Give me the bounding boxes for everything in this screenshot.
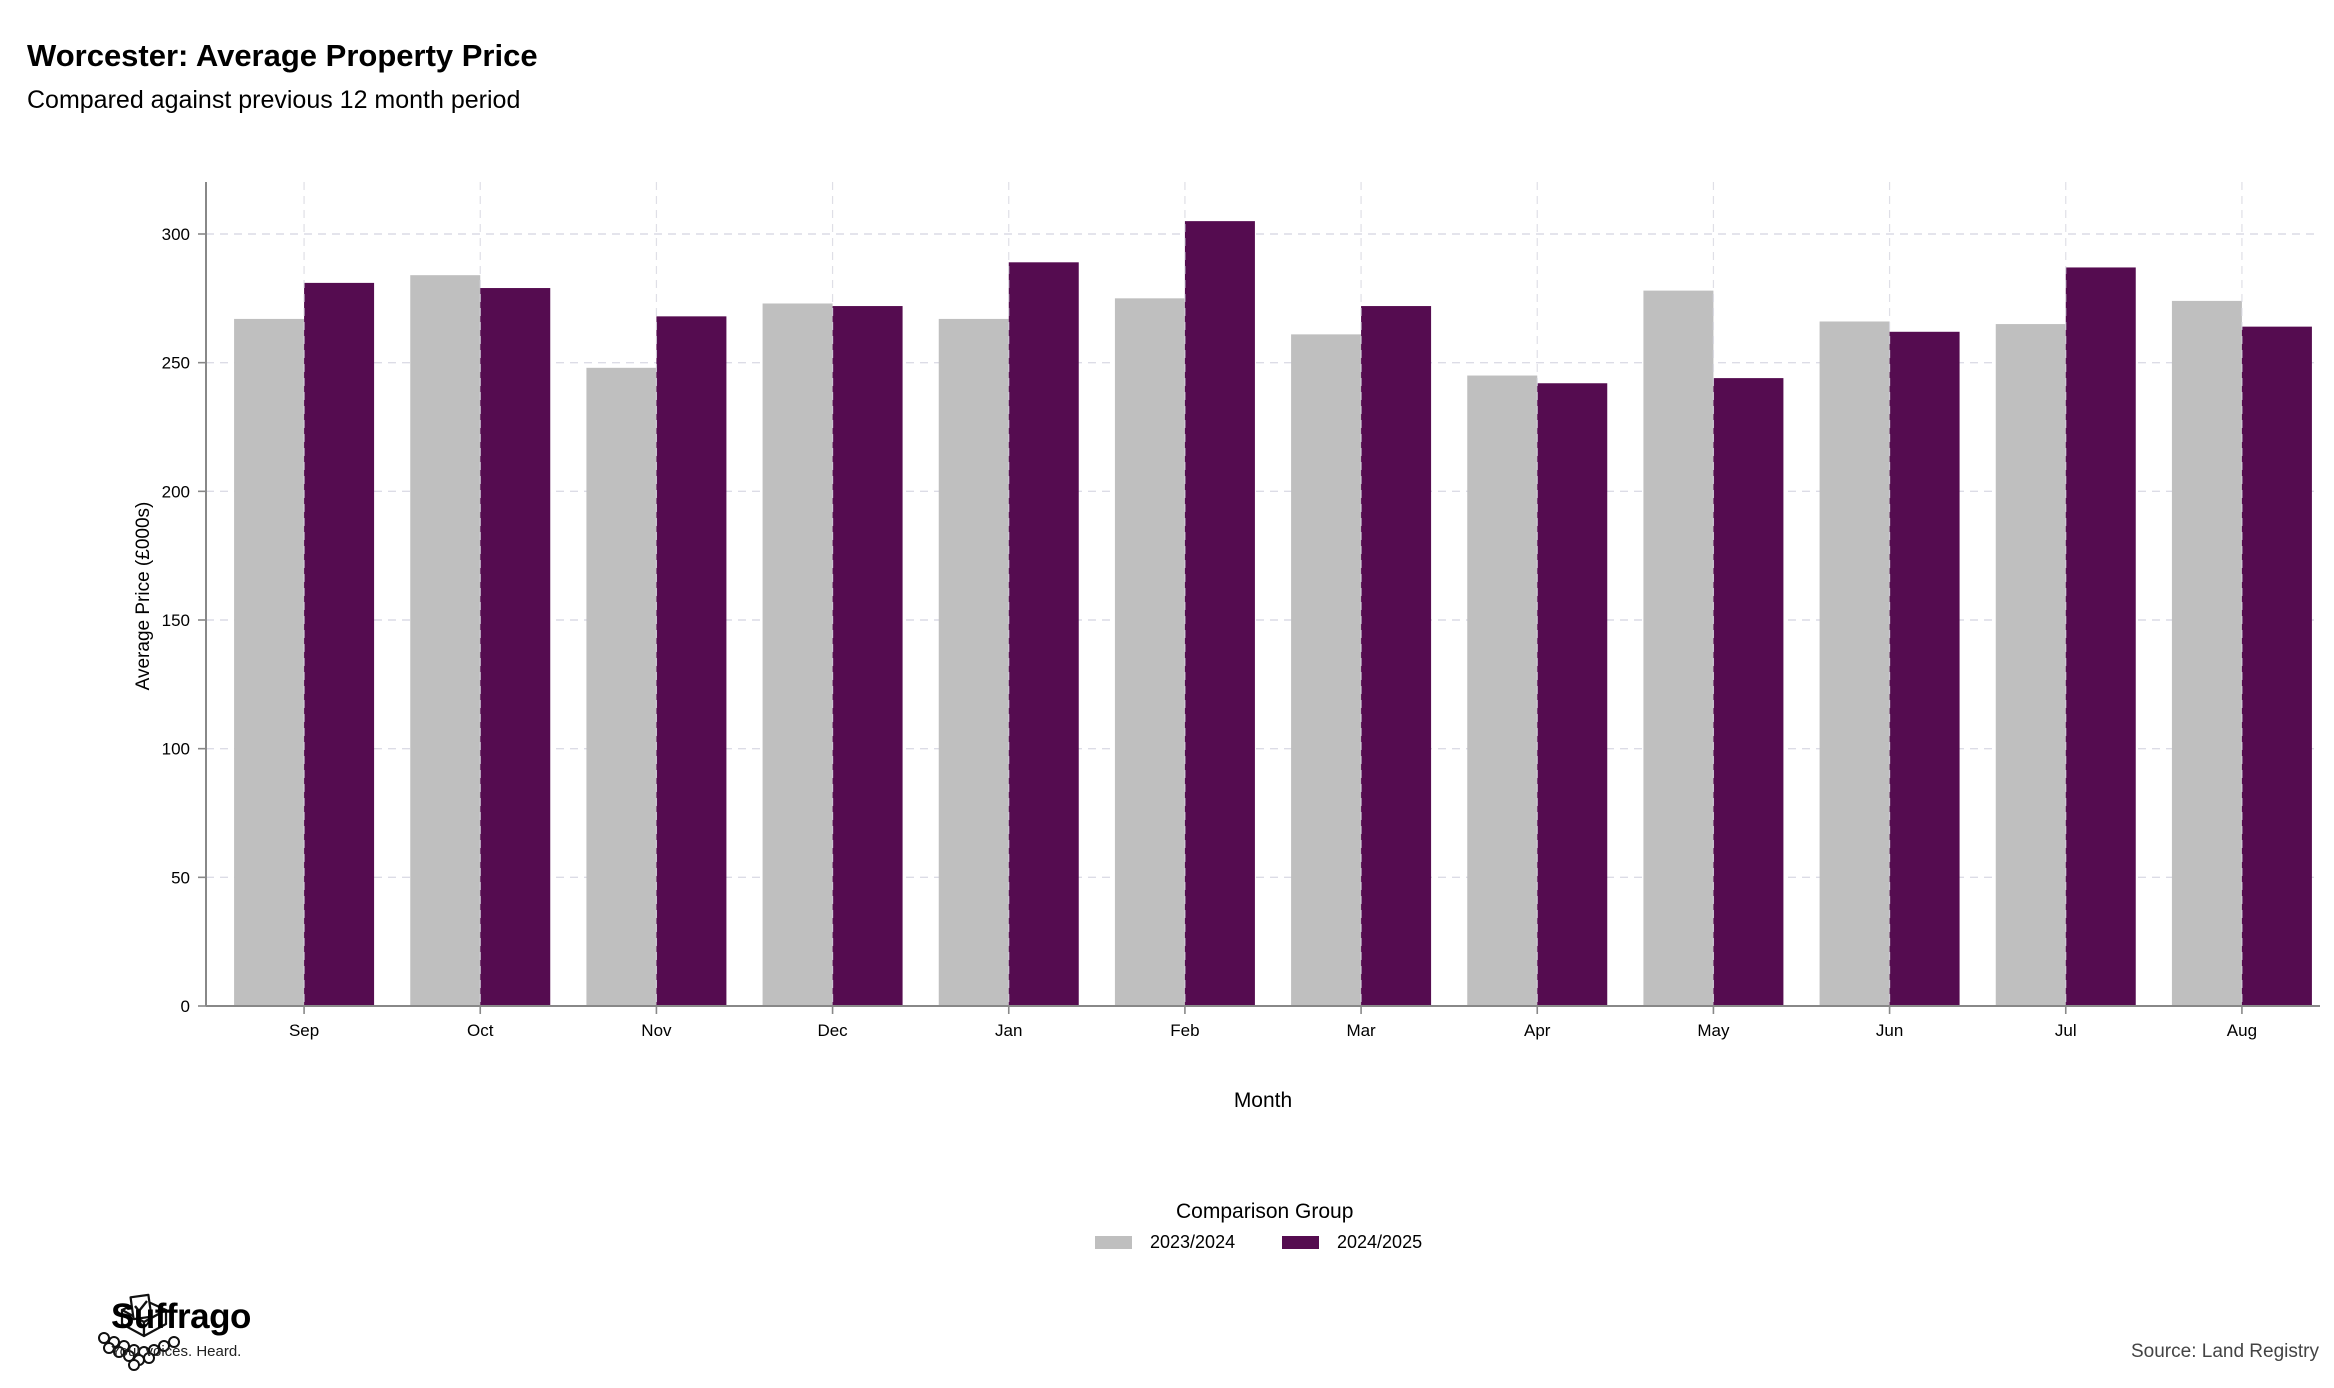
bar-jun-2024-2025 <box>1889 331 1960 1007</box>
bar-jan-2023-2024 <box>938 318 1009 1006</box>
x-tick-label-jan: Jan <box>995 1021 1022 1040</box>
bar-jan-2024-2025 <box>1008 262 1079 1007</box>
bar-oct-2023-2024 <box>410 275 481 1006</box>
y-tick-label-150: 150 <box>162 611 190 630</box>
bar-dec-2023-2024 <box>762 303 833 1007</box>
bar-jun-2023-2024 <box>1819 321 1890 1006</box>
x-tick-label-may: May <box>1697 1021 1730 1040</box>
chart-subtitle: Compared against previous 12 month perio… <box>27 86 521 114</box>
bar-sep-2023-2024 <box>234 318 305 1006</box>
source-note: Source: Land Registry <box>2131 1341 2319 1362</box>
x-tick-label-apr: Apr <box>1524 1021 1551 1040</box>
bar-oct-2024-2025 <box>480 288 551 1006</box>
bar-feb-2023-2024 <box>1114 298 1185 1006</box>
brand-name: Suffrago <box>111 1297 251 1336</box>
x-tick-label-oct: Oct <box>467 1021 494 1040</box>
suffrago-logo-icon <box>98 1293 180 1371</box>
bar-sep-2024-2025 <box>304 282 375 1007</box>
bar-feb-2024-2025 <box>1184 221 1255 1007</box>
legend-swatch-2024-2025 <box>1282 1236 1319 1249</box>
legend-label-2024-2025: 2024/2025 <box>1337 1232 1423 1252</box>
bar-apr-2023-2024 <box>1467 375 1538 1006</box>
x-tick-label-jun: Jun <box>1876 1021 1903 1040</box>
bar-may-2023-2024 <box>1643 290 1714 1006</box>
bar-dec-2024-2025 <box>832 306 903 1006</box>
y-axis-title: Average Price (£000s) <box>133 502 154 691</box>
x-tick-label-dec: Dec <box>817 1021 848 1040</box>
x-tick-label-feb: Feb <box>1170 1021 1199 1040</box>
y-tick-label-100: 100 <box>162 740 190 759</box>
legend: Comparison Group 2023/2024 2024/2025 <box>0 1196 2334 1266</box>
x-tick-label-jul: Jul <box>2055 1021 2077 1040</box>
bar-mar-2023-2024 <box>1291 334 1362 1006</box>
y-tick-label-200: 200 <box>162 482 190 501</box>
y-tick-label-300: 300 <box>162 225 190 244</box>
x-axis-title: Month <box>1234 1089 1292 1112</box>
bar-jul-2024-2025 <box>2065 267 2136 1006</box>
legend-label-2023-2024: 2023/2024 <box>1150 1232 1236 1252</box>
chart-title: Worcester: Average Property Price <box>27 38 538 73</box>
legend-item-2023-2024: 2023/2024 <box>1095 1232 1235 1253</box>
y-tick-label-250: 250 <box>162 354 190 373</box>
x-tick-label-nov: Nov <box>641 1021 672 1040</box>
x-tick-label-aug: Aug <box>2227 1021 2257 1040</box>
y-tick-label-50: 50 <box>171 868 190 887</box>
x-tick-label-sep: Sep <box>289 1021 319 1040</box>
bar-apr-2024-2025 <box>1537 383 1608 1007</box>
bar-jul-2023-2024 <box>1995 324 2066 1007</box>
brand-tagline: Your voices. Heard. <box>111 1343 242 1360</box>
bar-may-2024-2025 <box>1713 378 1784 1006</box>
bar-aug-2024-2025 <box>2241 326 2312 1006</box>
bar-nov-2024-2025 <box>656 316 727 1006</box>
y-tick-label-0: 0 <box>181 997 190 1016</box>
legend-title: Comparison Group <box>1176 1200 1354 1223</box>
bar-chart: 0 50 100 150 200 250 300 Sep Oct Nov Dec Jan Feb Mar A… <box>133 182 2320 1112</box>
bar-nov-2023-2024 <box>586 367 657 1006</box>
legend-item-2024-2025: 2024/2025 <box>1282 1232 1422 1253</box>
bar-aug-2023-2024 <box>2171 300 2242 1006</box>
bar-mar-2024-2025 <box>1361 306 1432 1006</box>
legend-swatch-2023-2024 <box>1095 1236 1132 1249</box>
x-tick-label-mar: Mar <box>1346 1021 1376 1040</box>
